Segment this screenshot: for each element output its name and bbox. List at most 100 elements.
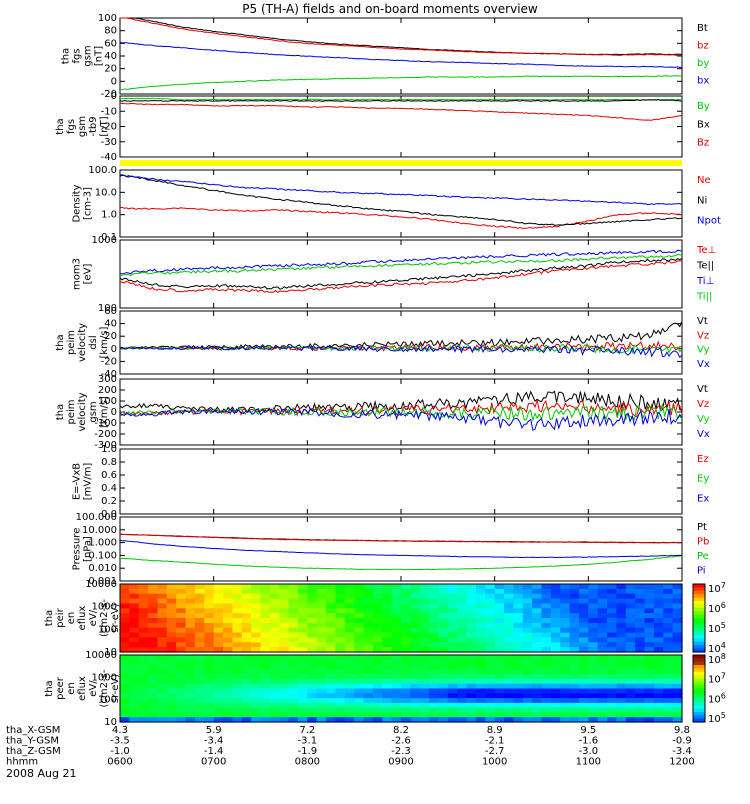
heatmap-cell: [241, 647, 252, 653]
y-tick-label: 1.0: [101, 444, 117, 455]
heatmap-cell: [213, 674, 224, 680]
heatmap-cell: [466, 659, 477, 666]
heatmap-cell: [522, 603, 533, 609]
heatmap-cell: [148, 655, 159, 661]
heatmap-cell: [326, 669, 337, 675]
heatmap-cell: [607, 674, 618, 680]
heatmap-cell: [475, 584, 486, 590]
heatmap-cell: [616, 618, 627, 624]
heatmap-cell: [607, 669, 618, 675]
heatmap-cell: [541, 603, 552, 609]
y-axis-label: eV/: [88, 680, 99, 697]
heatmap-cell: [260, 622, 271, 629]
heatmap-cell: [588, 712, 599, 718]
heatmap-cell: [298, 659, 308, 666]
heatmap-cell: [429, 647, 440, 653]
heatmap-cell: [260, 608, 271, 614]
heatmap-cell: [438, 598, 449, 605]
heatmap-cell: [560, 674, 571, 680]
heatmap-cell: [326, 712, 337, 718]
heatmap-cell: [344, 674, 355, 680]
heatmap-cell: [391, 683, 402, 690]
y-tick-label: 100: [98, 13, 117, 24]
heatmap-cell: [213, 642, 224, 648]
heatmap-cell: [438, 683, 449, 690]
heatmap-cell: [588, 637, 599, 643]
heatmap-cell: [382, 637, 393, 643]
heatmap-cell: [344, 702, 355, 709]
heatmap-cell: [269, 632, 280, 639]
heatmap-cell: [241, 693, 252, 699]
heatmap-cell: [607, 627, 618, 634]
heatmap-cell: [672, 655, 683, 661]
heatmap-cell: [466, 593, 477, 600]
heatmap-cell: [335, 683, 346, 690]
heatmap-cell: [513, 584, 524, 590]
heatmap-cell: [429, 598, 440, 605]
heatmap-cell: [269, 669, 280, 675]
heatmap-cell: [326, 598, 337, 605]
heatmap-cell: [166, 613, 177, 619]
heatmap-cell: [326, 613, 337, 619]
heatmap-cell: [401, 688, 411, 694]
y-axis-label: tha: [55, 404, 66, 420]
x-axis-tick-label: -1.0: [110, 746, 130, 757]
heatmap-cell: [672, 683, 683, 690]
heatmap-cell: [391, 584, 402, 590]
heatmap-cell: [185, 642, 196, 648]
heatmap-cell: [148, 664, 159, 670]
heatmap-cell: [260, 693, 271, 699]
heatmap-cell: [307, 659, 318, 666]
heatmap-cell: [466, 613, 477, 619]
heatmap-cell: [372, 707, 383, 713]
heatmap-cell: [251, 717, 262, 723]
heatmap-cell: [120, 627, 130, 634]
heatmap-cell: [579, 598, 589, 605]
series-ti-line: [120, 249, 683, 275]
heatmap-cell: [644, 598, 655, 605]
heatmap-cell: [429, 627, 440, 634]
heatmap-cell: [298, 642, 308, 648]
heatmap-cell: [485, 674, 496, 680]
heatmap-cell: [363, 693, 374, 699]
heatmap-cell: [447, 688, 458, 694]
heatmap-cell: [663, 632, 674, 639]
heatmap-cell: [597, 683, 608, 690]
heatmap-cell: [363, 683, 374, 690]
heatmap-cell: [279, 674, 290, 680]
heatmap-cell: [213, 688, 224, 694]
heatmap-cell: [307, 702, 318, 709]
heatmap-cell: [138, 647, 149, 653]
heatmap-cell: [513, 698, 524, 704]
heatmap-cell: [522, 683, 533, 690]
heatmap-cell: [560, 698, 571, 704]
heatmap-cell: [541, 655, 552, 661]
heatmap-cell: [616, 698, 627, 704]
series-pi-line: [119, 539, 683, 559]
heatmap-cell: [579, 627, 589, 634]
heatmap-cell: [176, 717, 187, 723]
heatmap-cell: [663, 622, 674, 629]
heatmap-cell: [354, 637, 365, 643]
heatmap-cell: [522, 678, 533, 685]
heatmap-cell: [401, 632, 411, 639]
heatmap-cell: [223, 669, 233, 675]
heatmap-cell: [316, 593, 327, 600]
heatmap-cell: [438, 707, 449, 713]
x-axis-tick-label: 0800: [295, 757, 320, 768]
heatmap-cell: [419, 613, 430, 619]
heatmap-cell: [382, 588, 393, 595]
heatmap-cell: [644, 693, 655, 699]
heatmap-cell: [447, 669, 458, 675]
heatmap-cell: [260, 603, 271, 609]
heatmap-cell: [569, 588, 580, 595]
heatmap-cell: [522, 584, 533, 590]
heatmap-cell: [607, 642, 618, 648]
heatmap-cell: [251, 593, 262, 600]
heatmap-cell: [166, 698, 177, 704]
heatmap-cell: [513, 588, 524, 595]
heatmap-cell: [504, 584, 514, 590]
heatmap-cell: [438, 678, 449, 685]
heatmap-cell: [447, 642, 458, 648]
heatmap-cell: [269, 702, 280, 709]
